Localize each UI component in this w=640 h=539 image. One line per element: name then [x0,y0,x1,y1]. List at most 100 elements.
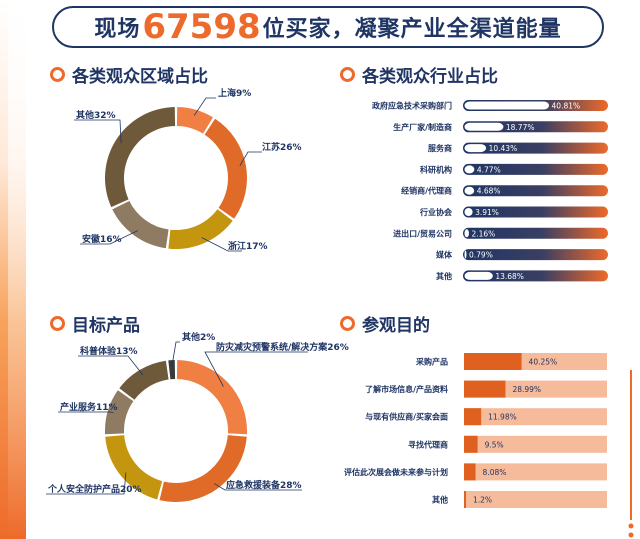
bar-value-label: 40.25% [529,358,558,367]
slice-label: 其他32% [76,109,116,121]
donut-slice [112,200,169,249]
slice-leader-line [214,483,302,491]
purpose-bar-chart: 采购产品 40.25% 了解市场信息/产品资料 28.99% 与现有供应商/买家会面 11… [344,353,607,508]
decorative-dot [628,532,634,538]
bar-value-label: 0.79% [469,251,493,260]
headline-number: 67598 [142,7,261,47]
industry-section-label: 各类观众行业占比 [362,67,498,87]
bar-value-label: 11.98% [488,413,517,422]
bar-track [463,249,608,261]
donut-slice [176,107,213,134]
slice-leader-line [46,472,127,495]
bullet-ring-icon [340,67,355,82]
bar-category-label: 采购产品 [415,357,448,367]
slice-label: 科普体验13% [80,345,138,357]
bar-track [464,408,607,426]
donut-slice [168,360,176,380]
donut-slice [119,360,169,400]
decorative-line [630,370,632,520]
bar-category-label: 经销商/代理商 [401,186,452,196]
region-section-title: 各类观众区域占比 [50,62,208,87]
bar-value-fill [464,271,493,280]
bar-value-label: 40.81% [552,102,581,111]
bar-value-fill [464,250,467,259]
bar-value-fill [464,208,473,216]
bar-category-label: 其他 [436,271,452,281]
bar-value-label: 13.68% [495,272,524,281]
bar-track [463,227,608,239]
donut-slice [105,107,176,208]
product-section-label: 目标产品 [72,316,140,336]
bar-category-label: 政府应急技术采购部门 [372,101,452,111]
bar-value-fill [464,101,550,110]
bar-category-label: 媒体 [435,250,453,260]
bar-value-label: 4.77% [477,165,501,174]
industry-section-title: 各类观众行业占比 [340,62,498,87]
purpose-section-label: 参观目的 [362,316,430,336]
bar-value-fill [464,186,475,195]
bar-category-label: 寻找代理商 [408,439,448,449]
bar-category-label: 评估此次展会做未来参与计划 [344,467,448,477]
bar-track [464,435,607,453]
donut-slice [204,118,247,219]
donut-slice [105,435,163,500]
bar-value-label: 18.77% [506,123,535,132]
bar-category-label: 科研机构 [420,164,452,174]
slice-leader-line [78,355,144,376]
bar-category-label: 服务商 [428,143,452,153]
slice-leader-line [58,411,114,414]
donut-slice [168,209,233,249]
bar-value-fill [464,491,466,508]
bar-value-label: 28.99% [512,385,541,394]
slice-leader-line [239,151,262,167]
bar-value-label: 8.08% [483,468,507,477]
industry-bar-chart: 政府应急技术采购部门 40.81% 生产厂家/制造商 18.77% 服务商 10.43% 科… [372,100,608,282]
bar-track [464,491,607,508]
slice-leader-line [201,237,242,252]
slice-label: 其他2% [182,331,215,343]
bar-category-label: 行业协会 [419,207,452,217]
bar-track [463,185,608,197]
slice-label: 产业服务11% [60,401,118,413]
decorative-dot [628,523,634,529]
region-section-label: 各类观众区域占比 [72,67,208,87]
donut-slice [105,390,134,435]
bar-value-label: 3.91% [475,208,499,217]
bar-value-fill [464,380,506,398]
slice-label: 防灾减灾预警系统/解决方案26% [216,341,349,353]
bar-value-label: 1.2% [473,496,492,505]
slice-label: 上海9% [218,87,251,99]
bar-value-fill [464,353,522,370]
bar-value-fill [464,229,469,238]
bar-category-label: 生产厂家/制造商 [393,122,452,132]
headline-prefix: 现场 [94,17,141,42]
bar-value-label: 9.5% [485,440,504,449]
bar-value-fill [464,463,476,481]
slice-leader-line [74,119,122,144]
slice-label: 个人安全防护产品20% [47,483,142,495]
decorative-side-stripe [0,0,26,539]
bar-value-fill [464,144,487,153]
bar-category-label: 了解市场信息/产品资料 [365,384,448,394]
slice-leader-line [204,351,308,387]
bar-value-label: 4.68% [477,187,501,196]
slice-label: 安徽16% [82,233,122,245]
slice-leader-line [80,230,138,245]
bar-track [463,270,608,282]
bar-value-label: 2.16% [471,229,495,238]
headline-suffix: 位买家，凝聚产业全渠道能量 [262,17,562,42]
headline-banner: 现场 67598 位买家，凝聚产业全渠道能量 [52,6,604,48]
slice-leader-line [193,97,216,116]
bar-value-fill [464,408,482,426]
bullet-ring-icon [340,316,355,331]
bar-category-label: 进出口/贸易公司 [393,228,452,238]
bar-value-fill [464,435,478,453]
bar-track [463,142,608,154]
slice-label: 浙江17% [228,240,268,252]
bar-track [463,163,608,175]
bar-track [463,206,608,218]
donut-slice [176,360,247,435]
donut-slice [159,435,247,502]
slice-label: 江苏26% [262,141,302,153]
bar-value-fill [464,122,504,131]
